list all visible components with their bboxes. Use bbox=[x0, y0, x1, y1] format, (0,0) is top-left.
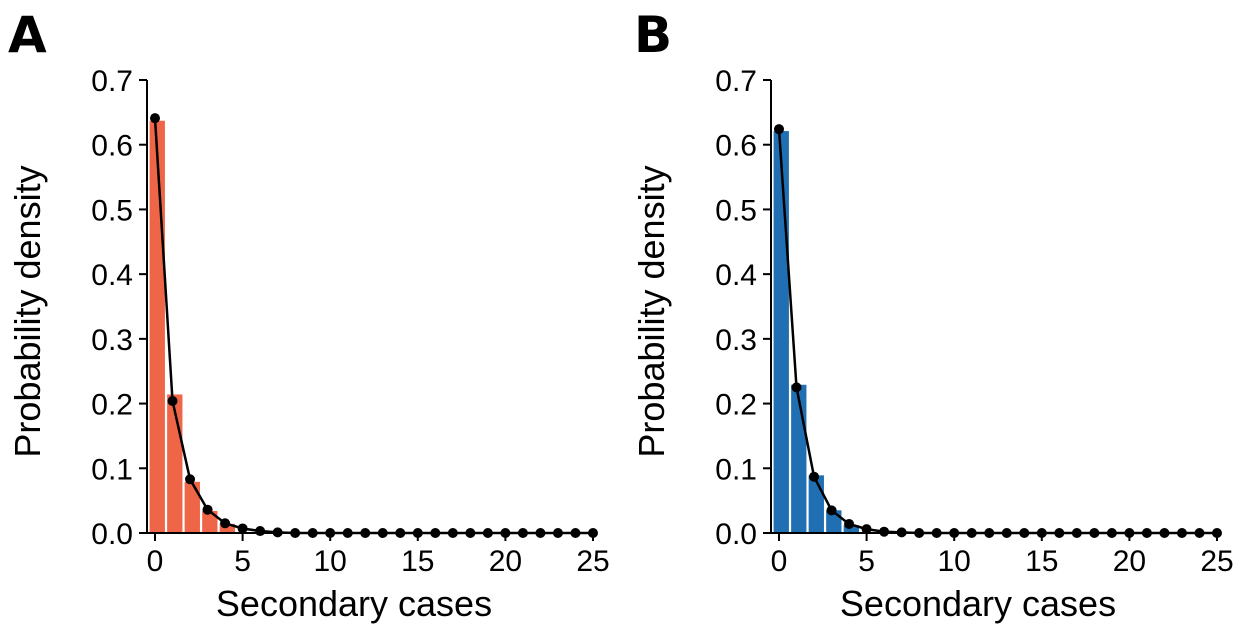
fitted-point bbox=[1106, 528, 1117, 538]
fitted-point bbox=[430, 528, 441, 538]
y-tick-label: 0.6 bbox=[91, 130, 133, 163]
fitted-point bbox=[879, 526, 890, 537]
fitted-point bbox=[517, 528, 528, 538]
fitted-point bbox=[272, 527, 283, 538]
y-tick-label: 0.1 bbox=[715, 453, 757, 486]
x-tick-label: 15 bbox=[1025, 545, 1058, 578]
fitted-point bbox=[1001, 528, 1012, 538]
panel-a: A 0.0 0.1 0.2 0.3 0.4 0.5 0.6 0.7 0 5 10 15 20 25 Secon… bbox=[7, 6, 610, 624]
fitted-point bbox=[237, 523, 248, 534]
y-tick-label: 0.0 bbox=[715, 518, 757, 551]
fitted-point bbox=[774, 124, 784, 135]
y-tick-label: 0.4 bbox=[715, 259, 757, 292]
x-tick-label: 0 bbox=[771, 545, 788, 578]
x-tick-label: 10 bbox=[938, 545, 971, 578]
x-tick-label: 20 bbox=[1113, 545, 1146, 578]
y-tick-label: 0.5 bbox=[91, 194, 133, 227]
x-axis-label: Secondary cases bbox=[840, 583, 1116, 624]
histogram-bar bbox=[789, 383, 808, 534]
fitted-point bbox=[1176, 528, 1187, 538]
y-tick-label: 0.3 bbox=[715, 324, 757, 357]
fitted-point bbox=[844, 518, 855, 529]
fitted-point bbox=[202, 504, 213, 515]
panel-label: A bbox=[8, 6, 47, 64]
x-axis-label: Secondary cases bbox=[216, 583, 492, 624]
fitted-point bbox=[220, 518, 231, 529]
fitted-point bbox=[588, 528, 598, 538]
x-tick-label: 5 bbox=[858, 545, 875, 578]
fitted-point bbox=[185, 474, 196, 485]
fitted-point bbox=[1124, 528, 1135, 538]
histogram-bar bbox=[183, 480, 202, 534]
fitted-point bbox=[861, 524, 872, 535]
fitted-point bbox=[1089, 528, 1100, 538]
fitted-point bbox=[966, 528, 977, 538]
fitted-point bbox=[914, 528, 925, 538]
y-tick-label: 0.3 bbox=[91, 324, 133, 357]
fitted-point bbox=[167, 395, 178, 406]
fitted-point bbox=[1212, 528, 1222, 538]
fitted-point bbox=[342, 528, 353, 538]
fitted-point bbox=[465, 528, 476, 538]
y-tick-label: 0.5 bbox=[715, 194, 757, 227]
fitted-point bbox=[325, 528, 336, 538]
x-tick-label: 5 bbox=[234, 545, 251, 578]
x-tick-label: 10 bbox=[314, 545, 347, 578]
fitted-point bbox=[1159, 528, 1170, 538]
fitted-point bbox=[535, 528, 546, 538]
y-tick-label: 0.7 bbox=[91, 65, 133, 98]
fitted-line bbox=[777, 129, 1217, 535]
fitted-point bbox=[984, 528, 995, 538]
fitted-point bbox=[360, 528, 371, 538]
panel-label: B bbox=[634, 6, 672, 64]
fitted-point bbox=[791, 382, 802, 393]
x-tick-label: 15 bbox=[401, 545, 434, 578]
fitted-point bbox=[500, 528, 511, 538]
x-tick-label: 25 bbox=[576, 545, 609, 578]
histogram-bar bbox=[772, 129, 791, 534]
fitted-point bbox=[931, 528, 942, 538]
y-tick-label: 0.4 bbox=[91, 259, 133, 292]
y-axis-label: Probability density bbox=[7, 165, 48, 457]
fitted-point bbox=[1019, 528, 1030, 538]
fitted-point bbox=[552, 528, 563, 538]
x-tick-label: 20 bbox=[489, 545, 522, 578]
fitted-point bbox=[255, 526, 266, 537]
histogram-bar bbox=[148, 119, 167, 534]
fitted-point bbox=[290, 528, 301, 538]
fitted-point bbox=[896, 527, 907, 538]
fitted-point bbox=[1036, 528, 1047, 538]
fitted-point bbox=[1194, 528, 1205, 538]
y-tick-label: 0.7 bbox=[715, 65, 757, 98]
fitted-point bbox=[395, 528, 406, 538]
fitted-point bbox=[1141, 528, 1152, 538]
panel-b: B 0.0 0.1 0.2 0.3 0.4 0.5 0.6 0.7 0 5 10 15 20 25 Secon… bbox=[631, 6, 1234, 624]
fitted-point bbox=[1054, 528, 1065, 538]
fitted-line bbox=[153, 118, 593, 535]
fitted-point bbox=[949, 528, 960, 538]
y-tick-label: 0.1 bbox=[91, 453, 133, 486]
x-tick-label: 0 bbox=[147, 545, 164, 578]
y-tick-label: 0.2 bbox=[715, 389, 757, 422]
x-tick-label: 25 bbox=[1200, 545, 1233, 578]
y-tick-label: 0.0 bbox=[91, 518, 133, 551]
fitted-point bbox=[150, 113, 160, 124]
fitted-point bbox=[412, 528, 423, 538]
fitted-point bbox=[447, 528, 458, 538]
fitted-point bbox=[809, 471, 820, 482]
fitted-point bbox=[570, 528, 581, 538]
fitted-point bbox=[826, 505, 837, 516]
fitted-point bbox=[1071, 528, 1082, 538]
y-axis-label: Probability density bbox=[631, 165, 672, 457]
y-tick-label: 0.6 bbox=[715, 130, 757, 163]
fitted-point bbox=[307, 528, 318, 538]
y-tick-label: 0.2 bbox=[91, 389, 133, 422]
fitted-point bbox=[482, 528, 493, 538]
fitted-point bbox=[377, 528, 388, 538]
